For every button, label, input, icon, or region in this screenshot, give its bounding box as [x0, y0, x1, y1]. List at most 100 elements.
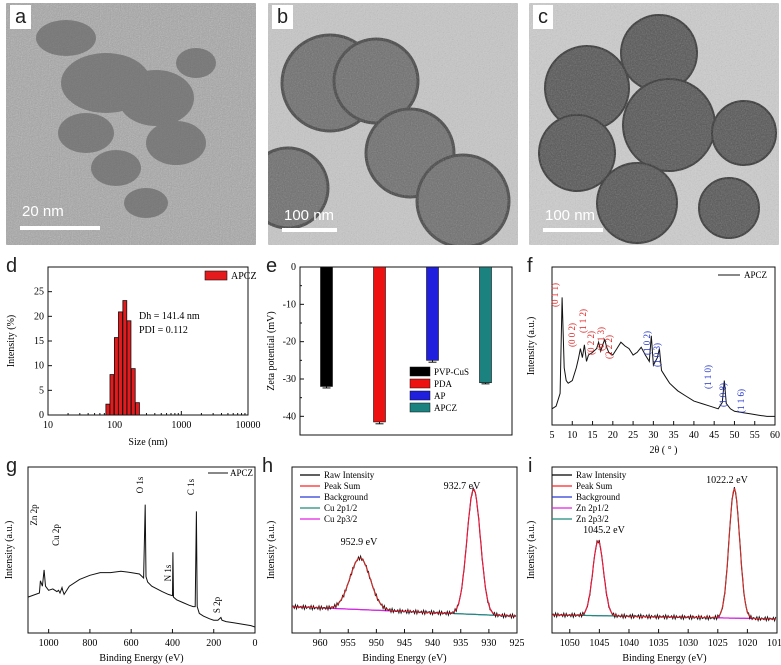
chart-f-xtick-label: 45 [709, 430, 719, 441]
chart-h-xtick-label: 930 [481, 638, 496, 649]
chart-f-xlabel: 2θ ( ° ) [650, 445, 678, 455]
chart-i-xtick-label: 1050 [560, 638, 580, 649]
chart-d-ytick-label: 20 [34, 311, 44, 322]
tem-image-b: b 100 nm [268, 3, 518, 245]
chart-e-ytick-label: -30 [283, 374, 296, 385]
chart-g-peak-label: C 1s [186, 478, 196, 495]
chart-e-legend-swatch [409, 378, 431, 389]
chart-g-peak-label: Zn 2p [29, 504, 39, 526]
chart-f-xtick-label: 40 [689, 430, 699, 441]
chart-d-bar [118, 311, 123, 416]
panel-label-d: d [6, 255, 18, 277]
chart-d-annotation-dh: Dh = 141.4 nm [139, 311, 200, 322]
chart-d-legend-swatch [204, 270, 228, 281]
chart-d-frame [47, 266, 249, 416]
chart-g-xtick-label: 1000 [39, 638, 59, 649]
panel-label-a: a [10, 5, 32, 29]
chart-i-annotation: 1045.2 eV [583, 525, 625, 536]
chart-g-xtick-label: 800 [82, 638, 97, 649]
tem-image-b-texture [268, 3, 518, 245]
chart-e-legend-label: AP [434, 391, 446, 401]
chart-f-xtick-label: 10 [567, 430, 577, 441]
scale-text-c: 100 nm [545, 207, 596, 224]
chart-g-legend-label: APCZ [230, 468, 253, 478]
chart-d-ytick-label: 0 [39, 410, 44, 421]
chart-f-peak-red: (1 1 2) [578, 309, 588, 333]
chart-h-xtick-label: 950 [369, 638, 384, 649]
chart-h-legend-label: Background [324, 492, 368, 502]
chart-g-xlabel: Binding Energy (eV) [99, 653, 183, 664]
chart-e-legend-label: PDA [434, 379, 453, 389]
chart-d-ytick-label: 10 [34, 361, 44, 372]
chart-f-peak-red: (0 1 3) [596, 327, 606, 351]
panel-label-h: h [262, 455, 274, 477]
chart-f-peak-red: (0 0 2) [567, 323, 577, 347]
chart-h-xtick-label: 945 [397, 638, 412, 649]
chart-d-xtick-label: 10 [43, 420, 53, 431]
chart-e-bar [373, 266, 386, 423]
chart-d-bar [130, 368, 136, 416]
chart-f-xtick-label: 50 [729, 430, 739, 441]
scale-bar-b [282, 228, 337, 232]
chart-e-ytick-label: -10 [283, 299, 296, 310]
chart-g-line [27, 504, 256, 628]
chart-i-xtick-label: 1045 [589, 638, 609, 649]
chart-g-peak-label: N 1s [163, 564, 173, 581]
tem-image-a-texture [6, 3, 256, 245]
chart-i-frame [551, 466, 778, 634]
chart-e-legend-swatch [409, 402, 431, 413]
chart-g-frame [27, 466, 256, 634]
chart-d-xtick-label: 100 [107, 420, 122, 431]
chart-e: 0 -10 -20 -30 -40 PVP-CuS PDA AP APCZ Zeta potent… [266, 262, 513, 436]
chart-d-ytick-label: 25 [34, 287, 44, 298]
chart-f-ylabel: Intensity (a.u.) [526, 317, 537, 376]
chart-i-annotation: 1022.2 eV [706, 475, 748, 486]
chart-d-bar [135, 402, 140, 416]
scale-bar-a [20, 226, 100, 230]
chart-h-peaksum-line [292, 489, 516, 617]
chart-g-xtick-label: 400 [165, 638, 180, 649]
chart-i-legend-label: Background [576, 492, 620, 502]
chart-d-xlabel: Size (nm) [128, 437, 167, 448]
chart-f-frame [551, 266, 776, 426]
chart-d-bar [109, 374, 115, 416]
panel-label-f: f [527, 255, 533, 277]
chart-d-ytick-label: 15 [34, 336, 44, 347]
chart-d-bar [126, 320, 132, 416]
chart-e-legend-swatch [409, 390, 431, 401]
chart-f-legend-label: APCZ [744, 270, 767, 280]
chart-e-ytick-label: 0 [291, 262, 296, 273]
chart-f-xtick-label: 20 [608, 430, 618, 441]
chart-g-peak-label: O 1s [135, 476, 145, 493]
chart-e-frame [299, 266, 513, 436]
chart-f-xtick-label: 5 [550, 430, 555, 441]
chart-e-legend-swatch [409, 366, 431, 377]
chart-h-xtick-label: 960 [313, 638, 328, 649]
panel-label-b: b [272, 5, 294, 29]
chart-f-line [551, 297, 775, 417]
chart-d: 10 100 1000 10000 0 5 10 15 20 25 APCZ Dh = 141.4 n… [6, 266, 261, 448]
chart-f-xtick-label: 30 [648, 430, 658, 441]
chart-i-legend-label: Peak Sum [576, 481, 612, 491]
chart-d-xtick-label: 1000 [171, 420, 191, 431]
chart-h-ylabel: Intensity (a.u.) [266, 521, 277, 580]
chart-g: 1000 800 600 400 200 0 APCZ Zn 2p Cu 2p O 1s N 1s C… [4, 466, 258, 664]
chart-d-ylabel: Intensity (%) [6, 315, 17, 368]
chart-e-bar [479, 266, 492, 384]
panel-label-g: g [6, 455, 18, 477]
chart-f-peak-red: (0 1 1) [550, 283, 560, 307]
chart-f-peak-red: (0 2 2) [586, 331, 596, 355]
chart-f-xtick-label: 55 [750, 430, 760, 441]
panel-label-e: e [266, 255, 278, 277]
chart-i-xtick-label: 1025 [708, 638, 728, 649]
chart-i-legend-label: Raw Intensity [576, 470, 627, 480]
chart-g-ylabel: Intensity (a.u.) [4, 521, 15, 580]
panel-label-i: i [528, 455, 533, 477]
chart-h-xtick-label: 940 [425, 638, 440, 649]
chart-e-bar [320, 266, 333, 387]
chart-i-legend-label: Zn 2p1/2 [576, 503, 609, 513]
chart-i-peaksum-line [551, 487, 776, 620]
chart-g-peak-label: Cu 2p [51, 524, 61, 546]
chart-h-legend-label: Raw Intensity [324, 470, 375, 480]
scale-text-a: 20 nm [22, 203, 64, 220]
